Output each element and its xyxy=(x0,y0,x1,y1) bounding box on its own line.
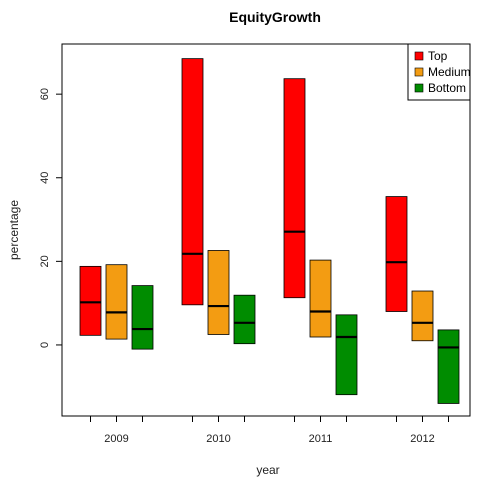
legend-swatch-top xyxy=(414,51,424,61)
bar-bottom-2012 xyxy=(437,329,460,404)
bar-bottom-2009 xyxy=(131,285,154,350)
bar-medium-2009 xyxy=(105,264,128,340)
x-axis-label: year xyxy=(256,463,279,477)
bar-top-2009 xyxy=(79,265,102,336)
y-tick-label-0: 0 xyxy=(39,342,51,348)
x-tick-label-2010: 2010 xyxy=(206,433,230,445)
y-tick-label-40: 40 xyxy=(39,172,51,184)
legend-label-top: Top xyxy=(428,49,448,63)
chart-title: EquityGrowth xyxy=(229,9,321,25)
bar-bottom-2010 xyxy=(233,294,256,345)
x-tick-label-2012: 2012 xyxy=(410,433,434,445)
y-tick-label-60: 60 xyxy=(39,88,51,100)
legend-label-bottom: Bottom xyxy=(428,81,466,95)
y-tick-label-20: 20 xyxy=(39,255,51,267)
bar-top-2011 xyxy=(283,78,306,299)
bar-medium-2010 xyxy=(207,250,230,335)
y-axis-label: percentage xyxy=(7,200,21,260)
legend-swatch-bottom xyxy=(414,83,424,93)
bar-top-2012 xyxy=(385,196,408,312)
legend-swatch-medium xyxy=(414,67,424,77)
x-tick-label-2011: 2011 xyxy=(309,433,333,445)
bar-top-2010 xyxy=(181,58,204,306)
bar-medium-2011 xyxy=(309,259,332,338)
bar-medium-2012 xyxy=(411,290,434,342)
bar-bottom-2011 xyxy=(335,314,358,396)
axes-layer: 2009 2010 2011 2012 0 20 40 60 xyxy=(39,88,449,445)
legend: Top Medium Bottom xyxy=(407,43,471,101)
legend-label-medium: Medium xyxy=(428,65,471,79)
bars-layer xyxy=(79,58,460,404)
x-tick-label-2009: 2009 xyxy=(104,433,128,445)
